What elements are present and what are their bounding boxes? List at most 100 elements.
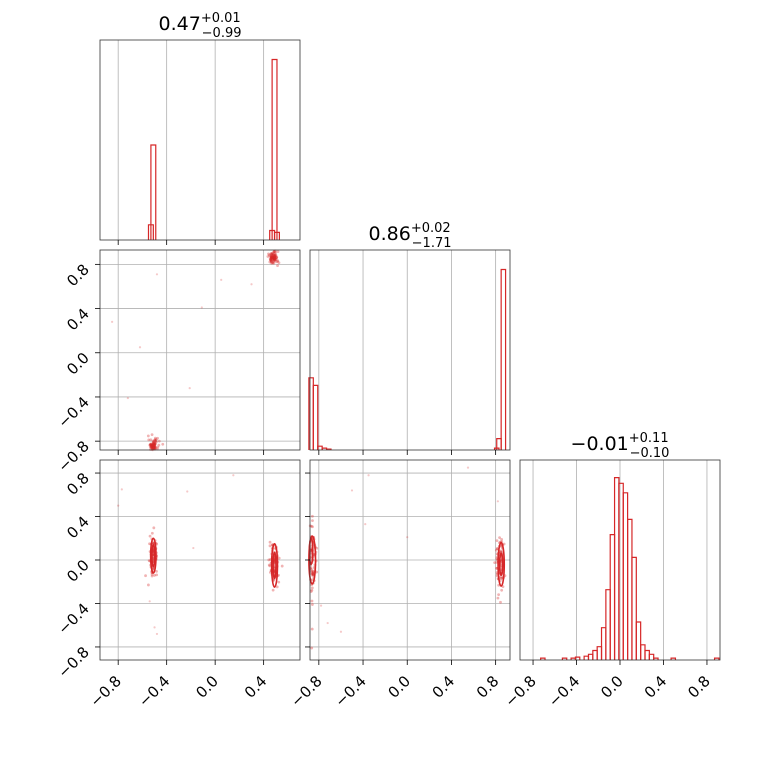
pair-panel-0-1-sample-0-87 bbox=[152, 446, 156, 450]
pair-panel-1-2-sample-1-30 bbox=[499, 576, 503, 580]
pair-panel-0-1-sample-1-17 bbox=[273, 257, 276, 261]
pair-panel-0-1-sample-1-4 bbox=[272, 256, 276, 260]
pair-panel-0-1-sample-0-42 bbox=[153, 443, 157, 447]
pair-panel-0-1-sample-0-77 bbox=[152, 446, 156, 449]
pair-panel-0-1-sample-0-72 bbox=[152, 442, 156, 446]
pair-panel-0-1-sample-1-19 bbox=[272, 259, 275, 262]
pair-panel-1-2-sample-0-65 bbox=[311, 571, 315, 575]
pair-panel-1-2-sample-0-16 bbox=[310, 578, 314, 582]
pair-panel-1-2-sample-0-52 bbox=[311, 572, 314, 576]
pair-panel-0-1-sample-1-66 bbox=[272, 252, 276, 256]
pair-panel-1-2-sample-0-42 bbox=[312, 570, 315, 574]
pair-panel-1-2-sample-1-26 bbox=[494, 548, 498, 552]
hist-panel-2-title-lower: −0.10 bbox=[630, 446, 670, 461]
pair-panel-1-2-sample-0-71 bbox=[310, 586, 314, 590]
pair-panel-0-1-sample-0-18 bbox=[151, 444, 155, 447]
pair-panel-0-2-xtick-label-0: −0.8 bbox=[87, 672, 125, 710]
pair-panel-0-2-ytick-label-2: 0.0 bbox=[63, 556, 93, 586]
pair-panel-0-1-sample-0-74 bbox=[149, 445, 153, 449]
pair-panel-0-2-sample-1-88 bbox=[267, 558, 271, 562]
pair-panel-0-1-sample-0-63 bbox=[154, 439, 158, 442]
pair-panel-0-1-sample-0-3 bbox=[152, 445, 155, 449]
pair-panel-0-1-sample-1-51 bbox=[270, 257, 273, 261]
pair-panel-0-1-ytick-label-0: −0.8 bbox=[54, 437, 92, 475]
hist-panel-2-bar-19 bbox=[648, 653, 655, 660]
hist-panel-2-bar-22 bbox=[713, 657, 720, 660]
pair-panel-0-1-sample-0-22 bbox=[151, 442, 155, 446]
pair-panel-0-1-sample-1-40 bbox=[268, 260, 272, 264]
pair-panel-1-2-sample-0-6 bbox=[310, 514, 314, 518]
pair-panel-1-2-sample-1-45 bbox=[500, 588, 504, 592]
pair-panel-0-1-sample-0-8 bbox=[151, 446, 155, 449]
pair-panel-0-1-sample-1-48 bbox=[270, 261, 273, 265]
pair-panel-1-2-outlier-6 bbox=[319, 604, 323, 607]
pair-panel-1-2-outlier-3 bbox=[406, 536, 409, 539]
pair-panel-0-1-sample-0-79 bbox=[157, 439, 161, 443]
pair-panel-0-1-sample-1-36 bbox=[273, 252, 277, 255]
pair-panel-0-1-sample-1-2 bbox=[273, 255, 277, 259]
pair-panel-0-1-sample-0-31 bbox=[156, 445, 160, 449]
pair-panel-0-1-sample-0-62 bbox=[150, 433, 154, 437]
pair-panel-1-2-sample-1-49 bbox=[493, 561, 497, 565]
pair-panel-0-1-sample-1-45 bbox=[271, 257, 275, 261]
pair-panel-1-2-sample-1-47 bbox=[498, 536, 501, 540]
pair-panel-1-2-contour-2 bbox=[498, 552, 504, 577]
pair-panel-0-1-sample-1-68 bbox=[275, 256, 278, 259]
pair-panel-0-2-contour-1 bbox=[149, 537, 157, 574]
pair-panel-0-1-sample-1-69 bbox=[272, 250, 276, 254]
pair-panel-0-1-outlier-1 bbox=[138, 346, 142, 349]
pair-panel-0-1-sample-1-9 bbox=[273, 258, 276, 262]
pair-panel-0-1-sample-1-44 bbox=[273, 254, 277, 258]
pair-panel-0-1-sample-1-88 bbox=[272, 256, 275, 260]
pair-panel-0-1-sample-1-64 bbox=[269, 258, 273, 261]
pair-panel-0-1-sample-1-33 bbox=[272, 256, 276, 260]
pair-panel-0-1-sample-1-53 bbox=[271, 255, 275, 259]
pair-panel-0-1-sample-1-39 bbox=[276, 259, 280, 263]
pair-panel-0-1-sample-0-82 bbox=[154, 445, 158, 449]
pair-panel-0-1-sample-1-43 bbox=[269, 255, 273, 259]
pair-panel-0-1-sample-0-84 bbox=[151, 443, 155, 447]
pair-panel-0-1-sample-0-6 bbox=[151, 446, 155, 450]
pair-panel-0-1-sample-1-72 bbox=[268, 254, 271, 257]
hist-panel-0-frame bbox=[99, 39, 301, 241]
hist-panel-1-bar-0 bbox=[308, 377, 314, 450]
pair-panel-0-1-sample-0-9 bbox=[151, 445, 154, 449]
pair-panel-1-2-sample-0-27 bbox=[309, 549, 313, 553]
pair-panel-0-2-density bbox=[117, 474, 284, 636]
pair-panel-1-2-sample-0-57 bbox=[311, 572, 315, 576]
hist-panel-1-grid bbox=[318, 250, 497, 450]
hist-panel-2-xtick-label-4: 0.8 bbox=[684, 672, 714, 702]
pair-panel-0-2-sample-0-33 bbox=[147, 583, 150, 587]
pair-panel-0-2-outlier-3 bbox=[155, 632, 159, 636]
pair-panel-0-1-sample-0-73 bbox=[152, 444, 156, 448]
pair-panel-0-2-contour-3 bbox=[270, 542, 279, 588]
pair-panel-0-1-sample-0-20 bbox=[153, 441, 156, 445]
hist-panel-2-title-value: −0.01 bbox=[571, 433, 629, 455]
pair-panel-1-2-outlier-2 bbox=[367, 474, 370, 477]
pair-panel-1-2-sample-0-29 bbox=[310, 524, 313, 528]
pair-panel-0-1-sample-0-4 bbox=[153, 447, 157, 450]
hist-panel-2-title: −0.01+0.11 −0.10 bbox=[571, 431, 670, 461]
pair-panel-0-1-sample-0-33 bbox=[152, 444, 156, 448]
pair-panel-0-1-sample-1-49 bbox=[272, 257, 276, 261]
pair-panel-1-2-xtick-label-3: 0.4 bbox=[429, 672, 459, 702]
pair-panel-0-1-outlier-0 bbox=[155, 273, 159, 276]
pair-panel-0-1-sample-1-12 bbox=[272, 257, 276, 261]
pair-panel-0-1-sample-1-77 bbox=[274, 260, 278, 264]
pair-panel-0-1-ytick-label-1: −0.4 bbox=[54, 393, 92, 431]
hist-panel-2-bar-4 bbox=[583, 655, 590, 660]
pair-panel-0-1-sample-1-28 bbox=[272, 250, 276, 254]
pair-panel-1-2-sample-0-5 bbox=[311, 570, 315, 573]
pair-panel-0-1-sample-1-73 bbox=[268, 257, 272, 261]
pair-panel-1-2-sample-0-11 bbox=[309, 590, 313, 593]
pair-panel-0-1-sample-1-25 bbox=[271, 257, 275, 261]
pair-panel-0-1-sample-1-79 bbox=[271, 256, 274, 260]
pair-panel-0-1-outlier-4 bbox=[126, 396, 129, 400]
pair-panel-0-2-outlier-4 bbox=[186, 490, 189, 493]
hist-panel-2-bar-8 bbox=[600, 627, 607, 660]
hist-panel-2-bar-5 bbox=[587, 653, 594, 660]
pair-panel-0-1-sample-1-83 bbox=[273, 256, 277, 260]
pair-panel-1-2-sample-0-23 bbox=[311, 574, 314, 577]
pair-panel-0-1-sample-0-28 bbox=[152, 440, 155, 444]
